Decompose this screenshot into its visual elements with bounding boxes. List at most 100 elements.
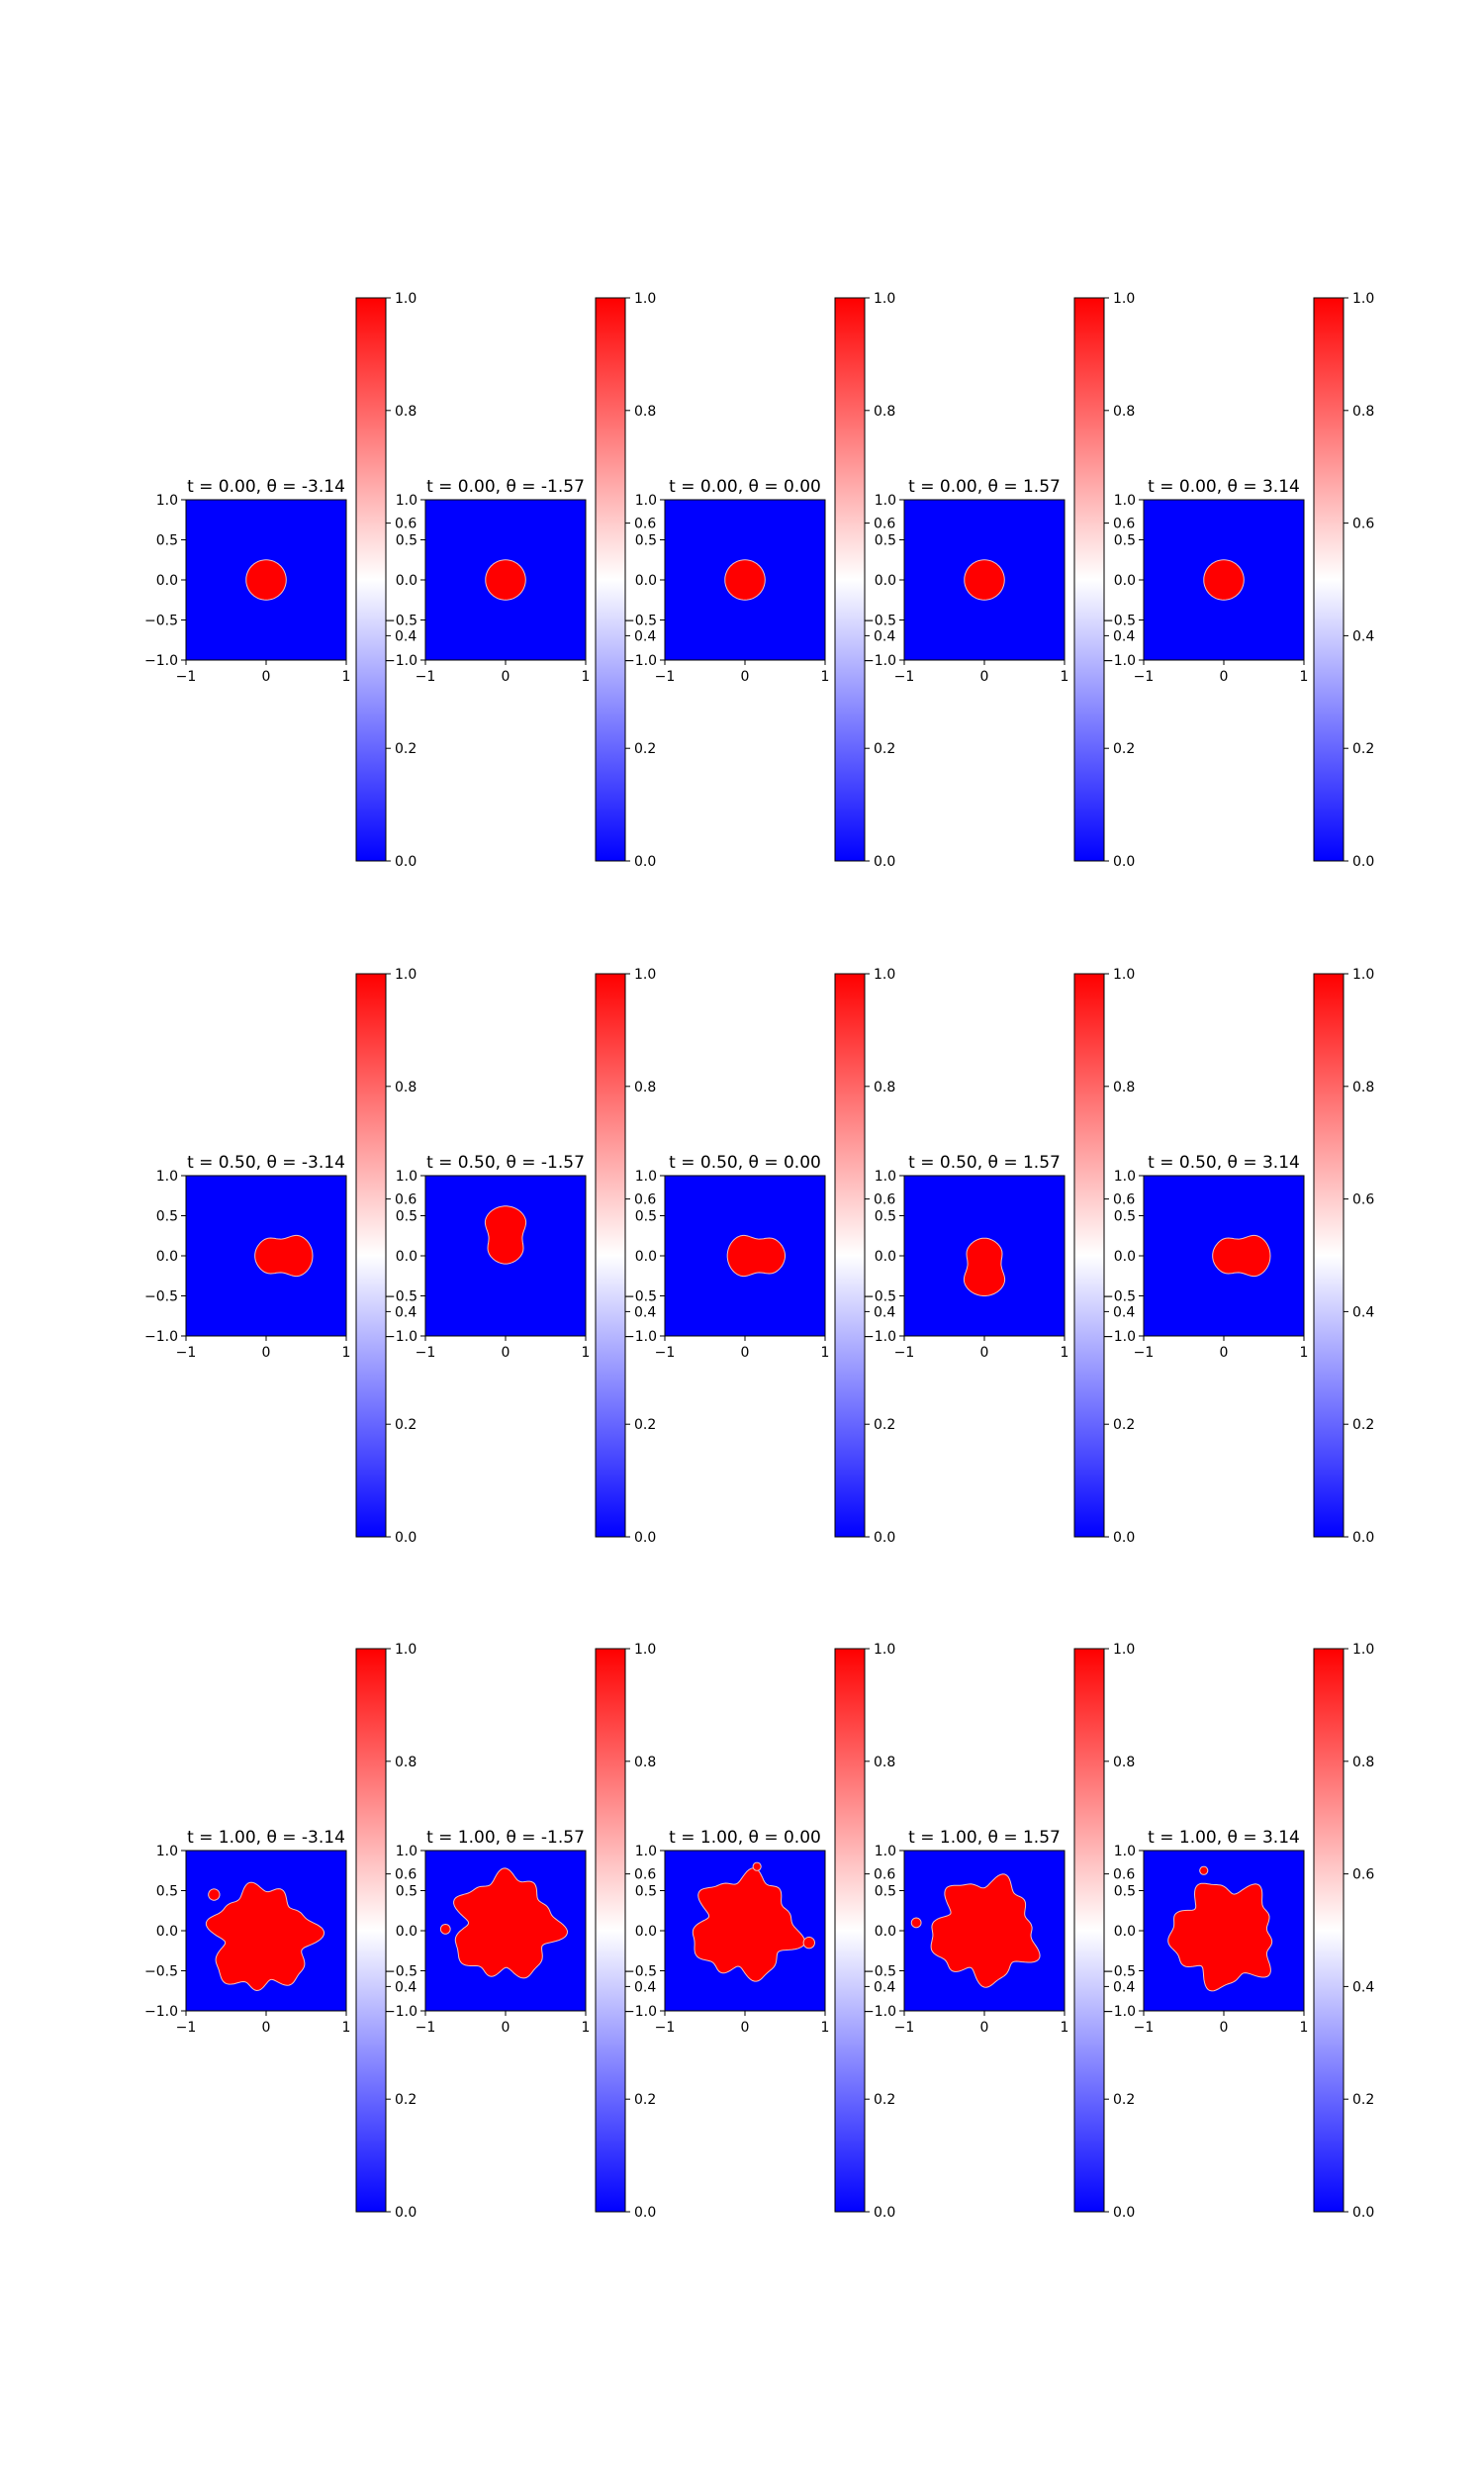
colorbar-tick-label: 0.2 <box>874 741 895 757</box>
x-tick-label: −1 <box>894 2020 915 2036</box>
panel-title: t = 1.00, θ = -1.57 <box>426 1828 585 1848</box>
y-tick-label: 0.5 <box>156 533 178 549</box>
colorbar-tick-label: 1.0 <box>634 967 656 983</box>
colorbar-tick-label: 0.6 <box>1352 1192 1374 1208</box>
red-region <box>1212 1234 1271 1278</box>
x-tick-label: 1 <box>342 1345 351 1361</box>
y-tick-label: −1.0 <box>384 653 417 669</box>
y-tick-label: 1.0 <box>1114 493 1136 509</box>
colorbar-tick-label: 0.4 <box>634 628 656 644</box>
panel-title: t = 0.50, θ = 0.00 <box>669 1153 821 1173</box>
red-region <box>726 1234 786 1278</box>
x-tick-label: 1 <box>1300 2020 1309 2036</box>
colorbar-tick-label: 0.6 <box>395 1867 417 1883</box>
x-tick-label: −1 <box>176 669 197 685</box>
colorbar-tick-label: 0.4 <box>634 1979 656 1995</box>
colorbar-tick-label: 0.0 <box>1352 854 1374 870</box>
colorbar-tick-label: 0.6 <box>395 517 417 532</box>
red-region <box>485 559 526 601</box>
colorbar-tick-label: 1.0 <box>634 291 656 307</box>
panel-r0-c1: t = 0.00, θ = -1.57 −1 0 1 −1.0 −0.5 0.0 0.5 1.0… <box>384 291 656 870</box>
y-tick-label: −1.0 <box>863 653 896 669</box>
colorbar-tick-label: 0.8 <box>1113 1755 1135 1770</box>
panel-r2-c0: t = 1.00, θ = -3.14 −1 0 1 −1.0 −0.5 0.0 0.5 1.0… <box>144 1642 417 2221</box>
y-tick-label: −0.5 <box>863 1964 896 1980</box>
colorbar <box>355 1648 387 2213</box>
y-tick-label: 0.0 <box>1114 1924 1136 1940</box>
y-tick-label: 0.5 <box>156 1209 178 1225</box>
colorbar-tick-label: 0.2 <box>1113 2092 1135 2108</box>
x-tick-label: 0 <box>1220 669 1229 685</box>
y-tick-label: 1.0 <box>156 1844 178 1859</box>
red-region <box>245 559 287 601</box>
colorbar <box>1073 973 1105 1538</box>
panel-r1-c2: t = 0.50, θ = 0.00 −1 0 1 −1.0 −0.5 0.0 0.5 1.0 0… <box>623 967 895 1546</box>
x-tick-label: 1 <box>342 669 351 685</box>
red-region <box>724 559 766 601</box>
red-region <box>439 1923 451 1935</box>
colorbar-tick-label: 0.6 <box>1352 517 1374 532</box>
y-tick-label: 0.5 <box>1114 1209 1136 1225</box>
x-tick-label: −1 <box>416 669 436 685</box>
colorbar <box>1073 297 1105 862</box>
y-tick-label: 1.0 <box>635 493 657 509</box>
panel-r2-c3: t = 1.00, θ = 1.57 −1 0 1 −1.0 −0.5 0.0 0.5 1.0 0… <box>863 1642 1135 2221</box>
panel-title: t = 0.50, θ = -3.14 <box>187 1153 345 1173</box>
red-region <box>802 1937 816 1950</box>
y-tick-label: 0.5 <box>635 533 657 549</box>
colorbar-tick-label: 0.8 <box>874 1755 895 1770</box>
colorbar-tick-label: 1.0 <box>874 967 895 983</box>
y-tick-label: −1.0 <box>144 2004 178 2020</box>
colorbar-tick-label: 0.4 <box>874 1304 895 1320</box>
colorbar-tick-label: 1.0 <box>395 967 417 983</box>
colorbar-tick-label: 0.6 <box>1113 517 1135 532</box>
x-tick-label: 1 <box>1300 669 1309 685</box>
colorbar-tick-label: 0.0 <box>1113 2205 1135 2221</box>
y-tick-label: −0.5 <box>623 1964 657 1980</box>
panel-r2-c4: t = 1.00, θ = 3.14 −1 0 1 −1.0 −0.5 0.0 0.5 1.0 0… <box>1102 1642 1374 2221</box>
red-region <box>484 1205 527 1265</box>
y-tick-label: −1.0 <box>144 653 178 669</box>
y-tick-label: −0.5 <box>623 614 657 629</box>
colorbar-tick-label: 0.0 <box>634 2205 656 2221</box>
colorbar-tick-label: 0.4 <box>1352 1304 1374 1320</box>
colorbar-tick-label: 1.0 <box>1113 291 1135 307</box>
panel-r2-c1: t = 1.00, θ = -1.57 −1 0 1 −1.0 −0.5 0.0 0.5 1.0… <box>384 1642 656 2221</box>
x-tick-label: 1 <box>582 669 591 685</box>
colorbar-tick-label: 0.8 <box>1352 1755 1374 1770</box>
x-tick-label: −1 <box>894 669 915 685</box>
colorbar-tick-label: 0.4 <box>874 628 895 644</box>
panel-title: t = 1.00, θ = 1.57 <box>908 1828 1061 1848</box>
colorbar-tick-label: 0.0 <box>874 854 895 870</box>
colorbar-tick-label: 0.0 <box>395 2205 417 2221</box>
y-tick-label: 0.5 <box>156 1884 178 1900</box>
colorbar-tick-label: 0.8 <box>874 1080 895 1095</box>
colorbar-tick-label: 0.2 <box>1113 741 1135 757</box>
colorbar-tick-label: 1.0 <box>395 1642 417 1658</box>
panel-title: t = 0.50, θ = -1.57 <box>426 1153 585 1173</box>
colorbar <box>834 1648 866 2213</box>
x-tick-label: −1 <box>416 2020 436 2036</box>
y-tick-label: −0.5 <box>623 1289 657 1305</box>
colorbar-tick-label: 0.2 <box>634 2092 656 2108</box>
colorbar-tick-label: 0.2 <box>634 1417 656 1433</box>
red-region <box>752 1861 762 1871</box>
colorbar-tick-label: 0.8 <box>874 404 895 420</box>
colorbar-tick-label: 0.4 <box>874 1979 895 1995</box>
red-region <box>930 1873 1041 1988</box>
x-tick-label: 1 <box>582 1345 591 1361</box>
y-tick-label: 0.5 <box>635 1884 657 1900</box>
y-tick-label: 1.0 <box>635 1844 657 1859</box>
y-tick-label: 0.0 <box>396 573 417 589</box>
x-tick-label: 0 <box>262 1345 271 1361</box>
y-tick-label: −1.0 <box>863 2004 896 2020</box>
x-tick-label: −1 <box>1134 669 1155 685</box>
y-tick-label: 0.0 <box>875 573 896 589</box>
colorbar <box>595 973 626 1538</box>
colorbar-tick-label: 0.8 <box>395 1080 417 1095</box>
y-tick-label: 1.0 <box>396 1844 417 1859</box>
x-tick-label: 0 <box>741 1345 750 1361</box>
x-tick-label: −1 <box>416 1345 436 1361</box>
x-tick-label: 0 <box>1220 2020 1229 2036</box>
colorbar-tick-label: 0.6 <box>1352 1867 1374 1883</box>
